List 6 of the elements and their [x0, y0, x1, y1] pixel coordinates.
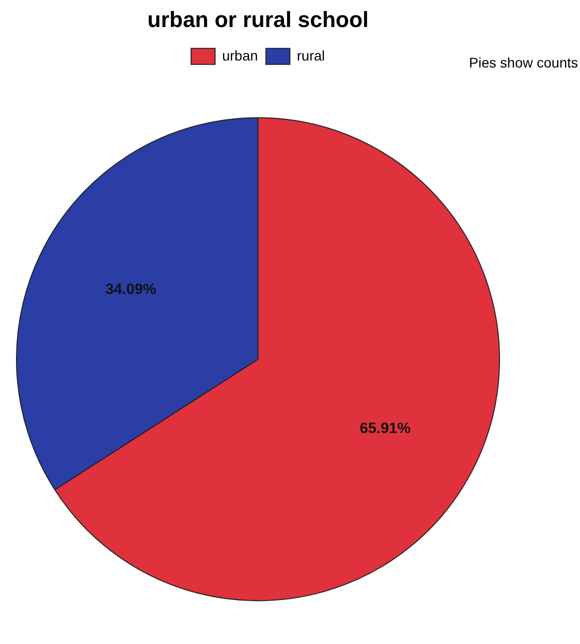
text: Pies show counts — [469, 54, 578, 70]
legend-title: urban or rural school — [147, 7, 369, 32]
data-label: 34.09% — [105, 280, 156, 298]
data-label: 65.91% — [360, 420, 411, 437]
legend-label: urban — [222, 47, 258, 64]
legend-label: rural — [296, 47, 325, 64]
